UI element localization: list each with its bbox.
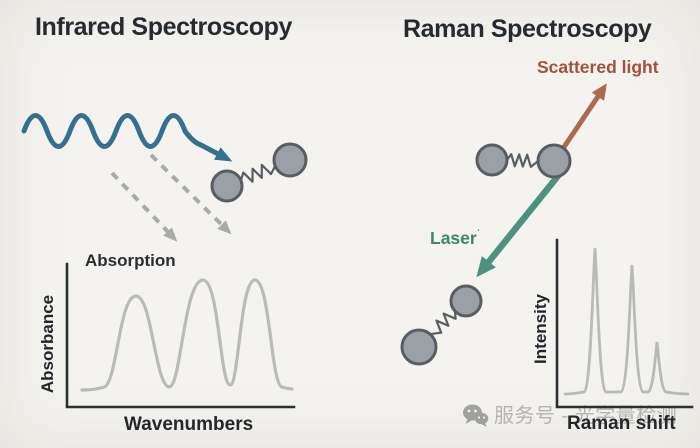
atom: [449, 284, 483, 318]
ir-molecule: [210, 142, 308, 203]
scattered-light-label: Scattered light: [537, 57, 659, 77]
raman-molecule-top: [475, 143, 572, 179]
dashed-transmission-arrows: [110, 153, 232, 242]
raman-molecule-bottom: [400, 284, 483, 366]
dashed-arrow: [149, 153, 232, 235]
raman-title: Raman Spectroscopy: [403, 15, 652, 43]
atom: [400, 328, 438, 366]
raman-shift-axis-label: Raman shift: [567, 413, 676, 434]
atom: [475, 143, 509, 177]
infrared-title: Infrared Spectroscopy: [35, 13, 292, 41]
wechat-icon: [463, 404, 489, 427]
laser-label: Laserˈ: [430, 228, 480, 249]
ir-chart-axes: [65, 262, 296, 409]
raman-spectrum-curve: [563, 247, 690, 396]
bond-spring: [431, 310, 457, 336]
ir-spectrum-curve: [80, 278, 294, 392]
scattered-light-arrow: [559, 83, 607, 152]
bond-spring: [506, 153, 539, 168]
laser-label-mark: ˈ: [476, 228, 481, 241]
intensity-axis-label: Intensity: [531, 294, 550, 364]
laser-label-text: Laser: [430, 228, 477, 248]
raman-shift-chart: [555, 238, 694, 409]
atom: [272, 142, 308, 178]
raman-chart-axes: [555, 238, 694, 409]
watermark-text: 服务号 - 光学量检测: [494, 405, 678, 427]
wavenumbers-axis-label: Wavenumbers: [124, 414, 254, 435]
ir-absorption-chart: [65, 262, 296, 409]
infrared-wave-arrow: [21, 113, 233, 162]
atom: [536, 143, 572, 179]
absorbance-axis-label: Absorbance: [38, 294, 57, 394]
laser-arrow: [476, 168, 565, 278]
atom: [210, 169, 244, 203]
bond-spring: [239, 163, 277, 183]
dashed-arrow: [110, 171, 178, 242]
absorption-chart-title: Absorption: [85, 251, 176, 270]
watermark: 服务号 - 光学量检测: [462, 403, 677, 429]
